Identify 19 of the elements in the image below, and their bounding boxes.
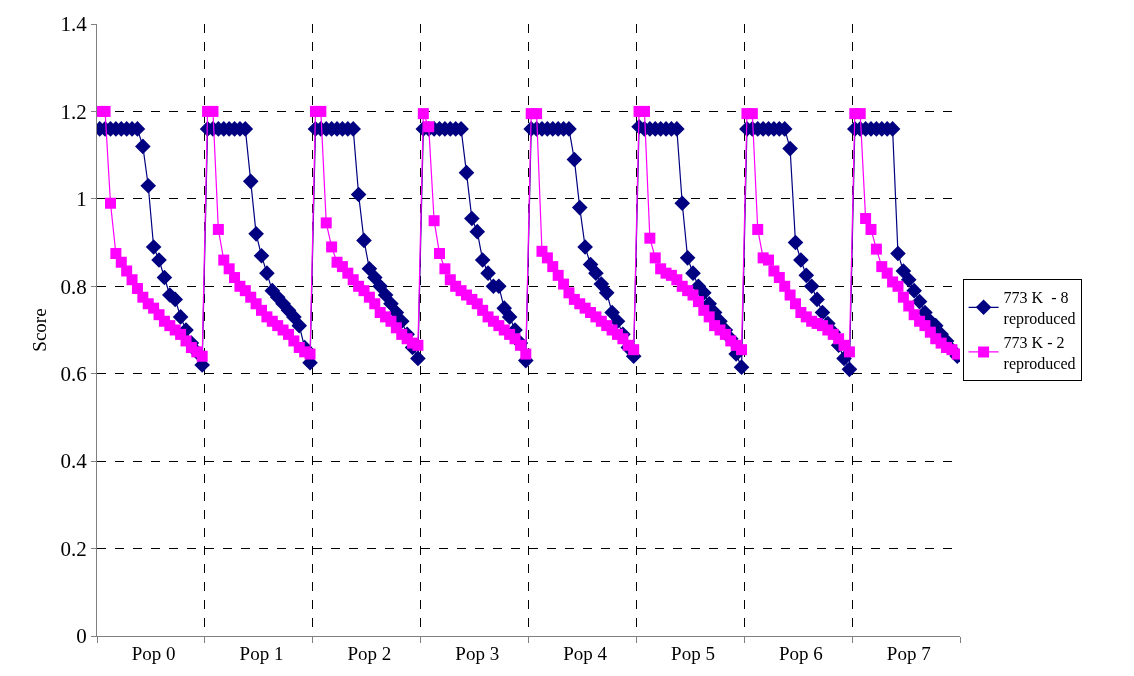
x-tick-label: Pop 3 [455,642,500,664]
y-tick-label: 1.4 [60,12,88,37]
y-tick-label: 0.4 [60,449,88,474]
x-tick-label: Pop 6 [778,642,823,664]
y-axis-title: Score [29,308,51,352]
x-tick-label: Pop 2 [347,642,392,664]
y-tick-label: 1.2 [60,99,87,124]
legend-label: 773 K - 2 reproduced [1003,333,1076,373]
y-tick-label: 0.8 [60,274,87,299]
x-tick-label: Pop 7 [886,642,931,664]
x-tick-label: Pop 5 [671,642,715,664]
y-tick-label: 0.2 [60,536,87,561]
x-tick-label: Pop 0 [131,642,176,664]
y-tick-label: 0 [76,624,87,649]
y-tick-label: 1 [76,187,87,212]
x-tick-label: Pop 1 [239,642,284,664]
x-tick-label: Pop 4 [563,642,608,664]
legend-label: 773 K - 8 reproduced [1003,289,1076,328]
y-tick-label: 0.6 [60,362,87,387]
